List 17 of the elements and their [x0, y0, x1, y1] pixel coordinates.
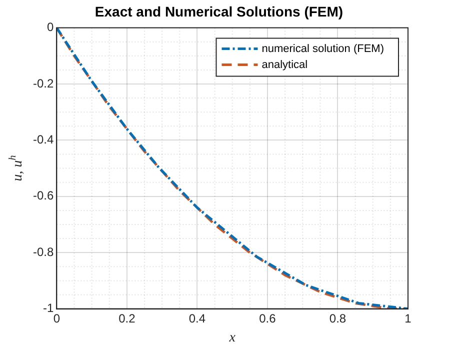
y-tick-label: -1: [43, 301, 54, 316]
x-tick-label: 0.6: [259, 311, 276, 326]
y-tick-label: -0.2: [32, 76, 54, 90]
x-tick-label: 0.4: [188, 311, 206, 326]
y-tick-label: 0: [46, 20, 54, 34]
legend-label: numerical solution (FEM): [262, 42, 384, 55]
line-series: [56, 28, 408, 309]
legend-label: analytical: [262, 58, 308, 71]
x-tick-label: 0.2: [118, 311, 136, 326]
chart-title: Exact and Numerical Solutions (FEM): [94, 3, 344, 20]
y-axis-title: u, uh: [8, 155, 26, 182]
x-axis-title: x: [228, 330, 236, 346]
y-tick-label: -0.8: [32, 244, 54, 259]
y-tick-label: -0.6: [32, 188, 54, 203]
x-tick-label: 1: [404, 311, 412, 326]
y-tick-label: -0.4: [32, 132, 54, 147]
x-tick-label: 0.8: [329, 311, 346, 326]
